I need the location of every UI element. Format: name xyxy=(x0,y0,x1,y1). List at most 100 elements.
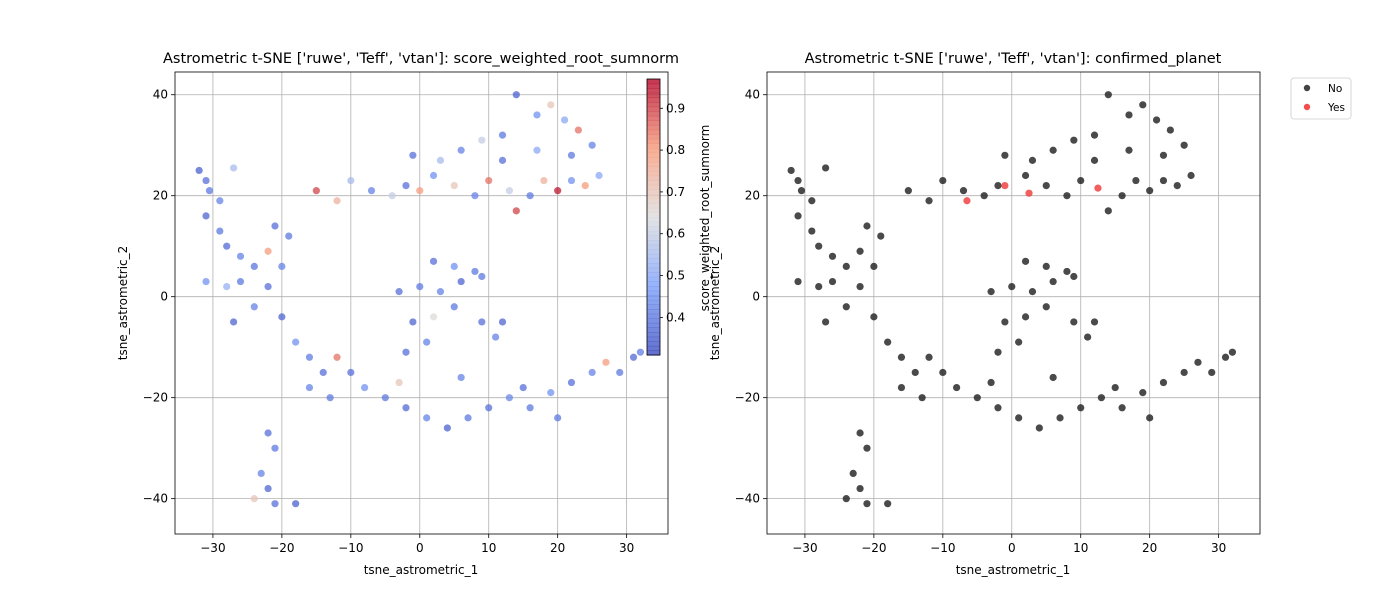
scatter-point-no xyxy=(987,378,995,387)
scatter-point-no xyxy=(897,383,906,392)
scatter-point xyxy=(367,187,376,195)
scatter-point xyxy=(533,146,541,154)
scatter-point xyxy=(409,318,417,326)
scatter-point-no xyxy=(1146,187,1154,195)
right-gridlines xyxy=(767,72,1260,534)
scatter-point xyxy=(271,500,279,508)
scatter-point xyxy=(416,282,424,291)
colorbar-segment xyxy=(647,267,660,273)
left-y-axis-label: tsne_astrometric_2 xyxy=(116,246,130,361)
scatter-point-no xyxy=(1035,424,1043,432)
colorbar-segment xyxy=(647,134,660,140)
scatter-point-no xyxy=(959,187,968,195)
colorbar-segment xyxy=(647,309,660,315)
scatter-point-no xyxy=(1090,131,1099,139)
x-tick-label: −20 xyxy=(269,541,294,555)
scatter-point xyxy=(202,176,210,185)
scatter-point-no xyxy=(1084,333,1092,341)
colorbar-segment xyxy=(647,97,660,103)
scatter-point xyxy=(526,404,534,412)
scatter-point-no xyxy=(1159,378,1168,387)
x-tick-label: −30 xyxy=(792,541,817,555)
colorbar-segment xyxy=(647,88,660,94)
colorbar-frame xyxy=(646,78,661,356)
y-tick-label: −20 xyxy=(143,391,168,405)
colorbar-segment xyxy=(647,83,660,89)
scatter-point-no xyxy=(980,192,988,200)
colorbar-segment xyxy=(647,240,660,246)
colorbar-segment xyxy=(647,152,660,158)
y-tick-label: −20 xyxy=(735,391,760,405)
scatter-point xyxy=(505,394,514,402)
legend-marker-no xyxy=(1303,84,1311,92)
legend-label-no: No xyxy=(1328,83,1342,95)
colorbar-segment xyxy=(647,332,660,338)
scatter-point-no xyxy=(797,187,806,195)
scatter-point-no xyxy=(794,176,802,185)
scatter-point xyxy=(478,318,486,326)
scatter-point-no xyxy=(1125,146,1133,154)
colorbar-segment xyxy=(647,184,660,190)
x-tick-label: 0 xyxy=(1008,541,1016,555)
scatter-point-no xyxy=(973,394,981,402)
scatter-point-no xyxy=(1166,126,1174,134)
scatter-point xyxy=(409,151,417,159)
colorbar-segment xyxy=(647,290,660,296)
left-data-points xyxy=(195,91,645,508)
colorbar-segment xyxy=(647,129,660,135)
scatter-point xyxy=(512,207,520,215)
left-chart-title: Astrometric t-SNE ['ruwe', 'Teff', 'vtan… xyxy=(163,51,679,67)
colorbar-segment xyxy=(647,235,660,241)
scatter-point xyxy=(312,187,320,195)
scatter-point xyxy=(216,197,224,205)
left-scatter-panel: Astrometric t-SNE ['ruwe', 'Teff', 'vtan… xyxy=(116,51,712,577)
scatter-point xyxy=(429,313,438,321)
scatter-point-yes xyxy=(1025,189,1033,197)
scatter-point xyxy=(278,262,286,270)
x-tick-label: −10 xyxy=(338,541,363,555)
scatter-point-no xyxy=(1139,101,1147,109)
scatter-point xyxy=(450,303,458,311)
colorbar-segment xyxy=(647,92,660,98)
colorbar-segment xyxy=(647,106,660,112)
scatter-point-no xyxy=(808,227,816,235)
scatter-point-no xyxy=(911,368,919,377)
scatter-point-no xyxy=(1194,358,1202,366)
scatter-point-no xyxy=(1063,267,1071,276)
scatter-point xyxy=(361,383,369,392)
scatter-point xyxy=(319,368,327,377)
scatter-point xyxy=(505,187,514,195)
scatter-point-no xyxy=(1208,368,1216,377)
scatter-point xyxy=(588,368,596,377)
right-data-points xyxy=(787,91,1237,508)
scatter-point xyxy=(443,424,451,432)
scatter-point xyxy=(271,222,279,230)
scatter-point xyxy=(629,353,638,361)
scatter-point-no xyxy=(822,164,830,172)
scatter-point-no xyxy=(925,353,933,361)
scatter-point xyxy=(519,383,527,392)
scatter-point xyxy=(347,368,355,377)
scatter-point xyxy=(264,247,272,255)
scatter-point-no xyxy=(870,313,878,321)
scatter-point-no xyxy=(918,394,926,402)
scatter-point-no xyxy=(849,469,857,478)
colorbar-segment xyxy=(647,350,660,356)
y-tick-label: 20 xyxy=(153,189,168,203)
colorbar-tick-label: 0.4 xyxy=(666,310,685,324)
scatter-point xyxy=(236,252,245,260)
scatter-point-no xyxy=(884,500,892,508)
colorbar-segment xyxy=(647,313,660,319)
scatter-point-no xyxy=(794,212,802,220)
scatter-point xyxy=(381,394,389,402)
colorbar-segment xyxy=(647,115,660,121)
x-tick-label: 30 xyxy=(1211,541,1226,555)
scatter-point-no xyxy=(1125,111,1133,119)
colorbar-label: score_weighted_root_sumnorm xyxy=(698,125,712,312)
colorbar-tick-label: 0.8 xyxy=(666,143,685,157)
scatter-point xyxy=(498,156,507,164)
scatter-point-no xyxy=(1042,262,1050,270)
scatter-point-no xyxy=(1028,156,1037,164)
colorbar-segment xyxy=(647,336,660,342)
colorbar-segment xyxy=(647,166,660,172)
